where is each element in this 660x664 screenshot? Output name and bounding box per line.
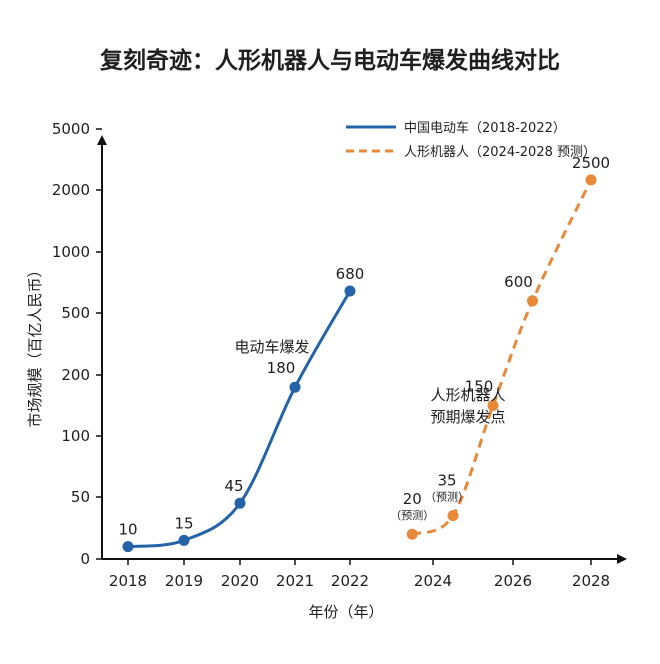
x-tick-label: 2026: [494, 572, 532, 590]
series-layer: [122, 174, 597, 553]
data-point: [585, 174, 597, 186]
x-tick-label: 2024: [414, 572, 452, 590]
data-label: 150: [465, 378, 494, 396]
series-line-1: [411, 179, 593, 536]
data-label: 180: [267, 359, 296, 377]
data-label-note: （预测）: [425, 491, 469, 504]
data-point: [527, 295, 538, 307]
y-tick-label: 0: [80, 550, 90, 568]
data-point: [178, 534, 190, 546]
data-point: [122, 541, 134, 553]
data-label: 2500: [572, 154, 610, 172]
data-point: [447, 510, 459, 522]
annotation-ev-burst: 电动车爆发: [234, 338, 309, 356]
y-tick-label: 100: [61, 427, 90, 445]
x-tick-label: 2028: [572, 572, 610, 590]
data-point: [344, 285, 356, 297]
data-point: [234, 497, 246, 509]
x-tick-label: 2019: [165, 572, 203, 590]
data-label: 680: [336, 265, 365, 283]
y-tick-label: 50: [71, 488, 90, 506]
x-tick-label: 2018: [109, 572, 147, 590]
x-axis-title: 年份（年）: [308, 603, 383, 621]
data-label: 600: [504, 273, 533, 291]
x-tick-label: 2020: [221, 572, 259, 590]
data-label: 10: [118, 521, 137, 539]
x-ticks: 2018 2019 2020 2021 2022 2024 2026 2028: [109, 559, 610, 590]
data-label: 15: [174, 514, 193, 532]
data-label: 45: [224, 477, 243, 495]
x-tick-label: 2022: [331, 572, 369, 590]
series-line-0: [127, 290, 352, 549]
annotation-robot-line1: 人形机器人: [430, 386, 505, 404]
y-tick-label: 5000: [52, 120, 90, 138]
y-tick-label: 2000: [52, 181, 90, 199]
y-tick-label: 500: [61, 304, 90, 322]
data-point: [406, 528, 418, 540]
x-tick-label: 2021: [276, 572, 314, 590]
y-tick-label: 200: [61, 366, 90, 384]
legend-label-ev: 中国电动车（2018-2022）: [404, 120, 566, 136]
chart-title: 复刻奇迹：人形机器人与电动车爆发曲线对比: [99, 47, 560, 74]
data-label: 35: [437, 472, 456, 490]
data-label-note: （预测）: [390, 509, 434, 522]
y-ticks: 0 50 100 200 500 1000 2000 5000: [52, 120, 102, 568]
y-axis-title: 市场规模（百亿人民币）: [26, 262, 44, 427]
legend: 中国电动车（2018-2022） 人形机器人（2024-2028 预测）: [346, 120, 596, 160]
data-label: 20: [403, 490, 422, 508]
data-point: [487, 400, 499, 411]
annotation-robot-line2: 预期爆发点: [430, 408, 505, 426]
legend-label-robot: 人形机器人（2024-2028 预测）: [404, 145, 596, 160]
data-point: [289, 381, 301, 393]
y-tick-label: 1000: [52, 243, 90, 261]
